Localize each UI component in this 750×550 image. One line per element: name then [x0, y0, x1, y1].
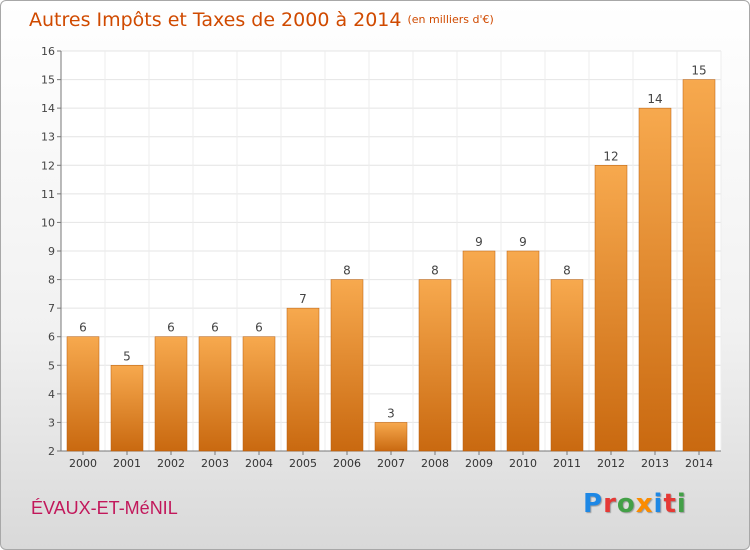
bar	[330, 279, 364, 452]
logo-letter: r	[603, 489, 617, 519]
y-tick-label: 3	[48, 416, 55, 429]
x-tick-label: 2003	[201, 457, 229, 470]
bar	[594, 165, 628, 452]
x-tick-label: 2005	[289, 457, 317, 470]
x-tick-label: 2014	[685, 457, 713, 470]
bar-value-label: 6	[79, 321, 87, 335]
x-tick-label: 2006	[333, 457, 361, 470]
bar	[550, 279, 584, 452]
bar-value-label: 8	[563, 264, 571, 278]
logo-letter: t	[663, 489, 677, 519]
bar	[462, 250, 496, 452]
y-tick-label: 11	[41, 188, 55, 201]
bar	[242, 336, 276, 452]
y-tick-label: 6	[48, 331, 55, 344]
logo-letter: i	[676, 489, 687, 519]
logo-letter: x	[635, 489, 654, 519]
x-tick-label: 2002	[157, 457, 185, 470]
x-tick-label: 2013	[641, 457, 669, 470]
bar-value-label: 12	[603, 149, 618, 163]
x-tick-label: 2000	[69, 457, 97, 470]
bar-value-label: 15	[691, 64, 706, 78]
bar-value-label: 8	[431, 264, 439, 278]
bar-value-label: 5	[123, 349, 131, 363]
x-tick-label: 2012	[597, 457, 625, 470]
bar	[506, 250, 540, 452]
y-tick-label: 9	[48, 245, 55, 258]
y-tick-label: 16	[41, 45, 55, 58]
x-tick-label: 2008	[421, 457, 449, 470]
bar	[66, 336, 100, 452]
y-tick-label: 10	[41, 216, 55, 229]
title-unit: (en milliers d'€)	[407, 13, 494, 26]
logo-letter: i	[653, 489, 664, 519]
bar-value-label: 9	[519, 235, 527, 249]
bar-value-label: 6	[255, 321, 263, 335]
bar-value-label: 8	[343, 264, 351, 278]
bar-value-label: 14	[647, 92, 662, 106]
logo-letter: P	[583, 489, 604, 519]
bar	[286, 307, 320, 452]
bar	[154, 336, 188, 452]
bar-value-label: 3	[387, 406, 395, 420]
y-tick-label: 13	[41, 131, 55, 144]
bar-value-label: 7	[299, 292, 307, 306]
bars	[66, 79, 716, 452]
bar-value-label: 6	[167, 321, 175, 335]
bar-value-label: 9	[475, 235, 483, 249]
bar	[682, 79, 716, 452]
x-tick-label: 2007	[377, 457, 405, 470]
x-tick-label: 2009	[465, 457, 493, 470]
y-tick-label: 5	[48, 359, 55, 372]
y-tick-label: 8	[48, 274, 55, 287]
bar	[638, 107, 672, 452]
x-tick-label: 2011	[553, 457, 581, 470]
y-tick-label: 4	[48, 388, 55, 401]
y-tick-label: 7	[48, 302, 55, 315]
chart-title: Autres Impôts et Taxes de 2000 à 2014 (en…	[29, 9, 494, 31]
commune-name: ÉVAUX-ET-MéNIL	[31, 498, 178, 518]
y-tick-label: 15	[41, 74, 55, 87]
labels: 2 3 4 5 6 7 8 9 10 11 12 13 14 15 16 6 2000 5 2001 6 2002 6 20…	[41, 45, 713, 470]
y-tick-label: 12	[41, 159, 55, 172]
y-tick-label: 14	[41, 102, 55, 115]
logo-letter: o	[616, 489, 636, 519]
bar	[374, 422, 408, 452]
x-tick-label: 2010	[509, 457, 537, 470]
bar	[198, 336, 232, 452]
x-tick-label: 2004	[245, 457, 273, 470]
bar	[110, 365, 144, 452]
bar-value-label: 6	[211, 321, 219, 335]
y-tick-label: 2	[48, 445, 55, 458]
x-tick-label: 2001	[113, 457, 141, 470]
title-text: Autres Impôts et Taxes de 2000 à 2014	[29, 9, 402, 31]
bar	[418, 279, 452, 452]
proxiti-logo[interactable]: Proxiti	[583, 489, 687, 519]
